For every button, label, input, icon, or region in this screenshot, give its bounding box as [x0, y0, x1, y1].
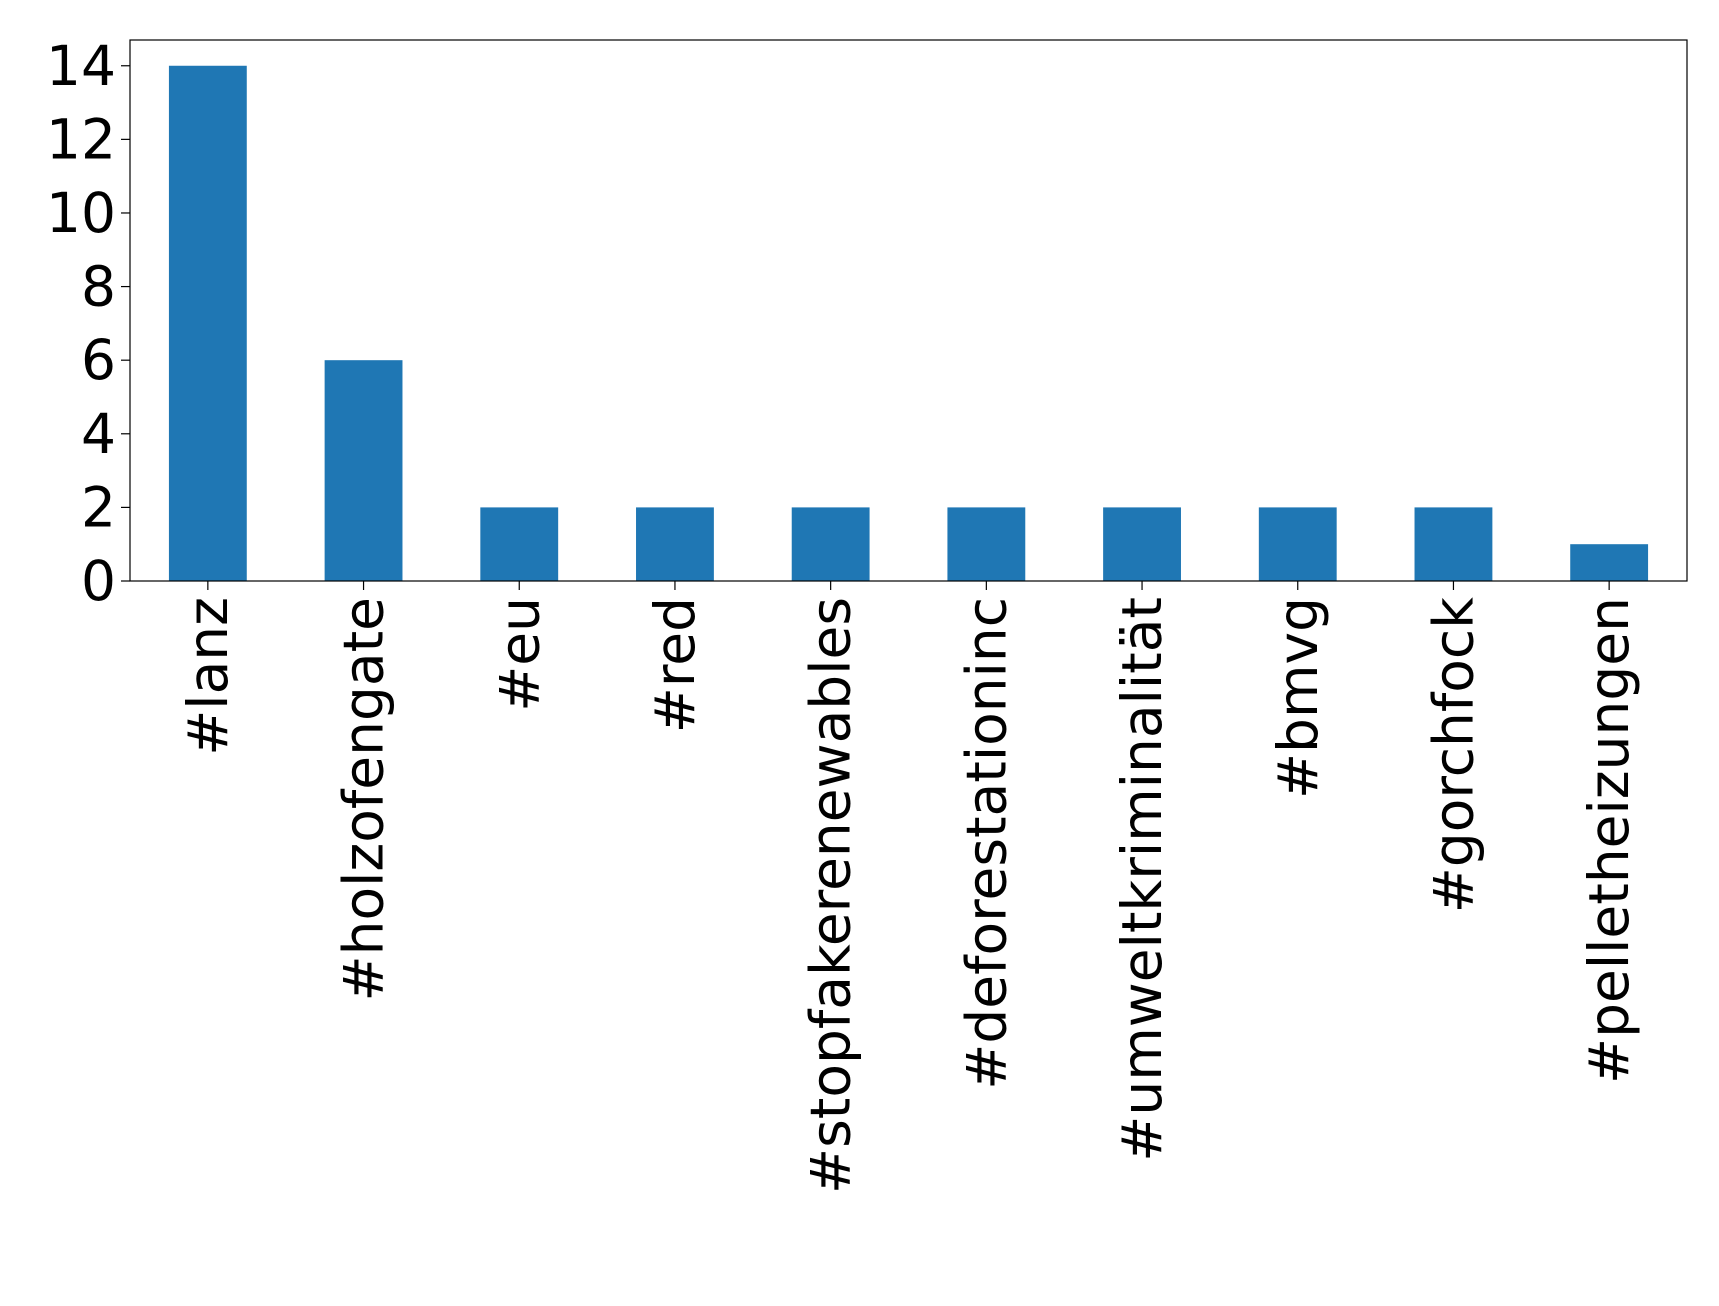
y-tick-label: 0 — [81, 549, 116, 613]
bar — [324, 360, 403, 581]
bar — [1570, 544, 1649, 581]
y-tick-label: 14 — [46, 34, 116, 98]
x-tick-label: #deforestationinc — [954, 597, 1018, 1090]
bar — [480, 507, 559, 581]
y-tick-label: 10 — [46, 181, 116, 245]
x-tick-label: #holzofengate — [332, 597, 396, 1001]
y-tick-label: 4 — [81, 402, 116, 466]
x-tick-label: #red — [643, 597, 707, 733]
y-tick-label: 2 — [81, 475, 116, 539]
x-tick-label: #eu — [487, 597, 551, 712]
bar — [1258, 507, 1337, 581]
bar — [168, 65, 247, 581]
x-tick-label: #gorchfock — [1421, 597, 1485, 913]
bar — [1414, 507, 1493, 581]
bar — [1103, 507, 1181, 581]
x-tick-label: #bmvg — [1266, 597, 1330, 799]
x-tick-label: #lanz — [176, 597, 240, 756]
y-tick-label: 12 — [46, 107, 116, 171]
bar — [947, 507, 1026, 581]
x-tick-label: #stopfakerenewables — [799, 597, 863, 1194]
x-tick-label: #umweltkriminalität — [1110, 597, 1174, 1162]
bar — [791, 507, 870, 581]
plot-frame — [129, 39, 1688, 582]
y-tick-label: 6 — [81, 328, 116, 392]
bar — [636, 507, 714, 581]
x-tick-label: #pelletheizungen — [1577, 597, 1641, 1084]
y-tick-label: 8 — [81, 255, 116, 319]
